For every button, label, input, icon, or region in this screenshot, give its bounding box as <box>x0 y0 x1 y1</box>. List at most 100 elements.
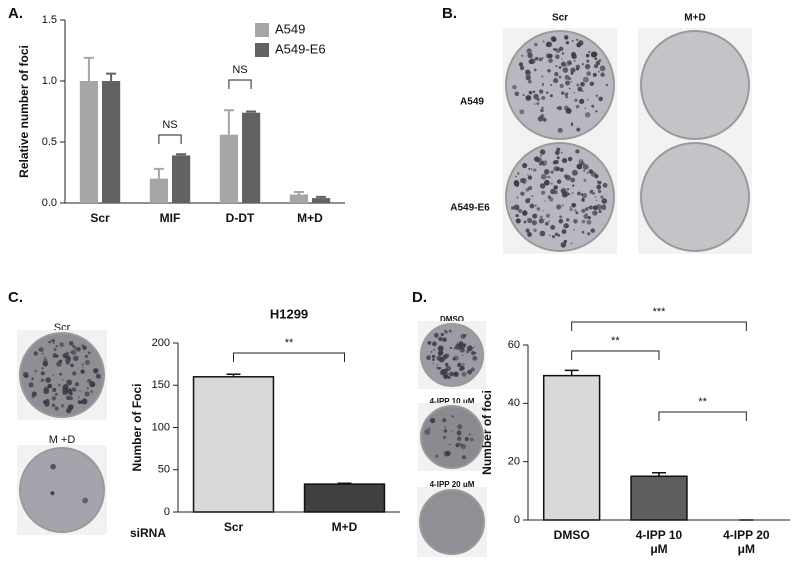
colony <box>571 192 574 195</box>
colony <box>87 378 92 383</box>
colony <box>575 149 580 154</box>
colony <box>576 163 583 170</box>
colony <box>521 54 524 57</box>
colony <box>545 213 551 218</box>
colony <box>432 362 434 364</box>
colony <box>515 218 521 224</box>
colony <box>531 220 537 226</box>
colony <box>432 358 435 361</box>
colony <box>79 390 81 392</box>
colony <box>52 353 58 358</box>
dish <box>640 142 750 252</box>
dish <box>19 447 105 533</box>
colony <box>522 210 528 216</box>
colony <box>69 392 73 396</box>
colony <box>554 232 559 236</box>
error-bar <box>316 195 327 199</box>
error-bar <box>106 72 117 81</box>
colony <box>570 177 576 183</box>
colony <box>554 71 559 77</box>
colony <box>94 369 97 372</box>
colony <box>576 127 581 132</box>
colony <box>570 122 574 125</box>
colony <box>515 213 519 218</box>
colony <box>568 87 571 90</box>
colony <box>528 197 531 200</box>
colony <box>427 341 432 345</box>
colony <box>555 65 558 67</box>
colony <box>561 229 567 234</box>
colony <box>563 239 567 244</box>
colony <box>585 207 589 211</box>
colony <box>600 195 604 199</box>
colony <box>45 377 51 383</box>
colony <box>471 351 476 356</box>
colony <box>582 76 589 83</box>
colony <box>43 388 49 395</box>
colony <box>472 355 478 361</box>
colony <box>45 398 50 404</box>
colony <box>586 171 589 174</box>
image-label: M+D <box>684 13 705 24</box>
colony <box>550 170 554 174</box>
colony <box>560 61 567 67</box>
bar <box>172 155 191 203</box>
colony <box>528 79 532 84</box>
colony <box>52 387 57 392</box>
colony <box>527 175 533 180</box>
y-tick-label: 0 <box>514 514 520 526</box>
image-label: 4-IPP 10 μM <box>430 397 475 406</box>
colony <box>534 42 538 47</box>
colony <box>81 398 88 405</box>
colony <box>541 82 545 86</box>
colony <box>548 58 553 63</box>
error-bar <box>293 191 304 195</box>
colony <box>568 193 571 196</box>
colony <box>539 154 542 157</box>
colony <box>600 204 607 211</box>
colony <box>565 80 570 86</box>
colony <box>572 184 575 187</box>
colony <box>541 75 544 78</box>
colony <box>552 160 558 165</box>
colony <box>65 407 72 414</box>
error-bar <box>153 167 164 179</box>
colony <box>563 223 569 229</box>
colony <box>438 357 444 363</box>
image-label: A549-E6 <box>450 203 490 214</box>
colony <box>555 48 561 54</box>
colony <box>435 454 439 458</box>
colony <box>459 367 464 371</box>
colony <box>519 109 525 115</box>
colony <box>451 415 454 418</box>
y-tick-label: 50 <box>158 464 170 476</box>
legend-label: A549 <box>275 21 305 36</box>
colony <box>525 95 532 101</box>
annotation: ** <box>285 337 294 349</box>
colony <box>73 355 79 362</box>
y-tick-label: 200 <box>152 337 170 349</box>
colony <box>442 354 448 360</box>
colony <box>555 150 560 156</box>
colony <box>571 169 578 176</box>
colony <box>564 92 569 97</box>
colony <box>510 206 515 210</box>
colony <box>556 156 560 160</box>
colony <box>437 345 444 352</box>
colony <box>590 228 595 233</box>
colony <box>433 348 436 351</box>
colony <box>576 42 582 48</box>
panel-label: B. <box>442 5 457 22</box>
colony <box>533 228 537 232</box>
colony <box>525 75 531 81</box>
significance-bracket <box>233 352 345 362</box>
colony <box>586 219 592 225</box>
colony <box>574 98 578 102</box>
colony <box>561 58 563 60</box>
colony <box>595 199 598 201</box>
colony <box>580 193 584 196</box>
colony <box>585 53 590 58</box>
annotation: ** <box>611 335 620 347</box>
y-axis-label: Number of Foci <box>130 383 144 471</box>
